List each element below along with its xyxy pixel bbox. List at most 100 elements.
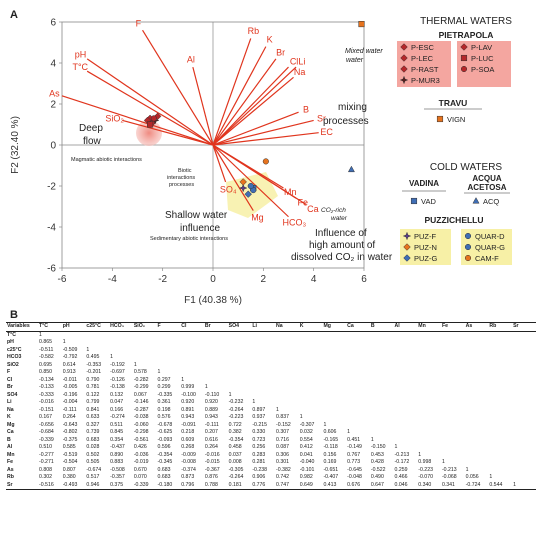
- table-cell: [394, 437, 418, 445]
- table-cell: 0.041: [299, 451, 313, 458]
- table-cell: [465, 392, 489, 400]
- table-cell: 1: [133, 361, 137, 368]
- table-cell: -0.048: [347, 474, 362, 480]
- table-cell: [417, 437, 441, 445]
- table-cell: -0.516: [38, 481, 62, 490]
- row-header: As: [7, 466, 14, 473]
- table-cell: 0.375: [109, 481, 133, 490]
- vector-label-as: As: [49, 88, 60, 98]
- table-cell: [204, 347, 228, 355]
- table-cell: 0.937: [252, 414, 266, 420]
- legend-marker-p-lec: [400, 54, 408, 62]
- vector-label-br: Br: [276, 47, 285, 57]
- table-cell: [275, 362, 299, 370]
- table-cell: [370, 422, 394, 430]
- table-cell: -0.070: [418, 474, 433, 480]
- table-cell: [275, 384, 299, 392]
- table-cell: -0.493: [61, 481, 86, 490]
- vector-sr: [212, 119, 314, 146]
- table-cell: [251, 331, 275, 339]
- table-cell: [204, 369, 228, 377]
- table-cell: [394, 422, 418, 430]
- table-cell: [488, 339, 512, 347]
- table-cell: [346, 354, 370, 362]
- table-cell: 0.264: [204, 444, 218, 450]
- vector-label-ec: EC: [320, 127, 333, 137]
- table-row: Al 0.510 0.585 0.028 -0.437 0.426 0.596 0.268 0.…: [6, 444, 536, 452]
- table-cell: [512, 467, 536, 475]
- x-tick-label: 6: [361, 274, 367, 285]
- table-cell: [512, 354, 536, 362]
- table-cell: [441, 422, 465, 430]
- legend-label-p-luc: P-LUC: [471, 54, 494, 63]
- table-cell: 0.490: [370, 474, 384, 480]
- table-row: Na -0.151 -0.111 0.841 0.166 -0.287 0.198 0.891…: [6, 407, 536, 415]
- table-cell: -0.367: [204, 466, 220, 473]
- table-cell: 1: [323, 421, 327, 428]
- table-cell: 0.087: [276, 444, 290, 450]
- table-cell: [299, 384, 323, 392]
- table-cell: 0.307: [276, 429, 290, 435]
- table-cell: [417, 339, 441, 347]
- x-tick-label: -2: [158, 274, 167, 285]
- table-cell: 0.781: [86, 384, 100, 390]
- table-cell: 0.466: [394, 474, 408, 480]
- table-cell: [465, 407, 489, 415]
- table-cell: 0.796: [180, 481, 204, 490]
- table-cell: [251, 339, 275, 347]
- table-cell: -0.277: [39, 451, 54, 458]
- table-cell: -0.149: [347, 444, 362, 450]
- column-header-k: K: [298, 322, 323, 332]
- table-cell: 0.047: [110, 399, 124, 405]
- table-cell: -0.060: [133, 421, 149, 428]
- table-cell: [346, 347, 370, 355]
- table-cell: [465, 331, 489, 339]
- point-puz-g: [244, 190, 252, 198]
- table-cell: [488, 331, 512, 339]
- table-cell: 0.946: [85, 481, 110, 490]
- table-cell: [204, 331, 228, 339]
- table-cell: 0.122: [86, 391, 100, 398]
- table-cell: 0.354: [110, 436, 124, 443]
- table-row: Sr -0.516 -0.493 0.946 0.375 -0.339 -0.180 0.79…: [6, 481, 536, 490]
- x-tick-label: 4: [311, 274, 317, 285]
- table-cell: 0.742: [276, 474, 290, 480]
- legend-marker-quar-d: [464, 232, 472, 240]
- table-row: Ca -0.684 -0.802 0.739 0.845 -0.298 -0.625 0.21…: [6, 429, 536, 437]
- table-row: Li -0.016 -0.004 0.799 0.047 -0.146 0.361 0.920…: [6, 399, 536, 407]
- column-header-cl: Cl: [180, 322, 204, 332]
- column-header-as: As: [464, 322, 489, 332]
- table-cell: [441, 362, 465, 370]
- table-row: T°C 1: [6, 331, 536, 339]
- table-cell: [228, 331, 252, 339]
- table-cell: [512, 444, 536, 452]
- table-cell: [488, 354, 512, 362]
- table-cell: [441, 437, 465, 445]
- table-cell: [417, 444, 441, 452]
- table-cell: [275, 377, 299, 385]
- table-cell: [228, 354, 252, 362]
- table-cell: [275, 339, 299, 347]
- panel-b-letter: B: [10, 309, 18, 321]
- table-cell: [346, 362, 370, 370]
- table-cell: -0.101: [299, 466, 315, 473]
- table-cell: 0.982: [299, 474, 313, 480]
- table-cell: 0.850: [39, 369, 52, 375]
- table-cell: -0.582: [39, 354, 54, 360]
- table-cell: 1: [441, 459, 445, 465]
- table-cell: [512, 474, 536, 482]
- mixing-label-2: processes: [323, 116, 369, 127]
- table-cell: -0.040: [299, 459, 315, 465]
- table-cell: -0.038: [133, 414, 149, 420]
- table-cell: [441, 369, 465, 377]
- column-header-mg: Mg: [322, 322, 347, 332]
- vector-label-hco: HCO₃: [282, 217, 306, 227]
- mixing-label-1: mixing: [338, 102, 367, 113]
- table-cell: 0.767: [347, 451, 361, 458]
- table-cell: [417, 347, 441, 355]
- row-header: Cl: [7, 376, 13, 383]
- table-cell: 1: [489, 474, 493, 480]
- table-cell: 0.585: [62, 444, 76, 450]
